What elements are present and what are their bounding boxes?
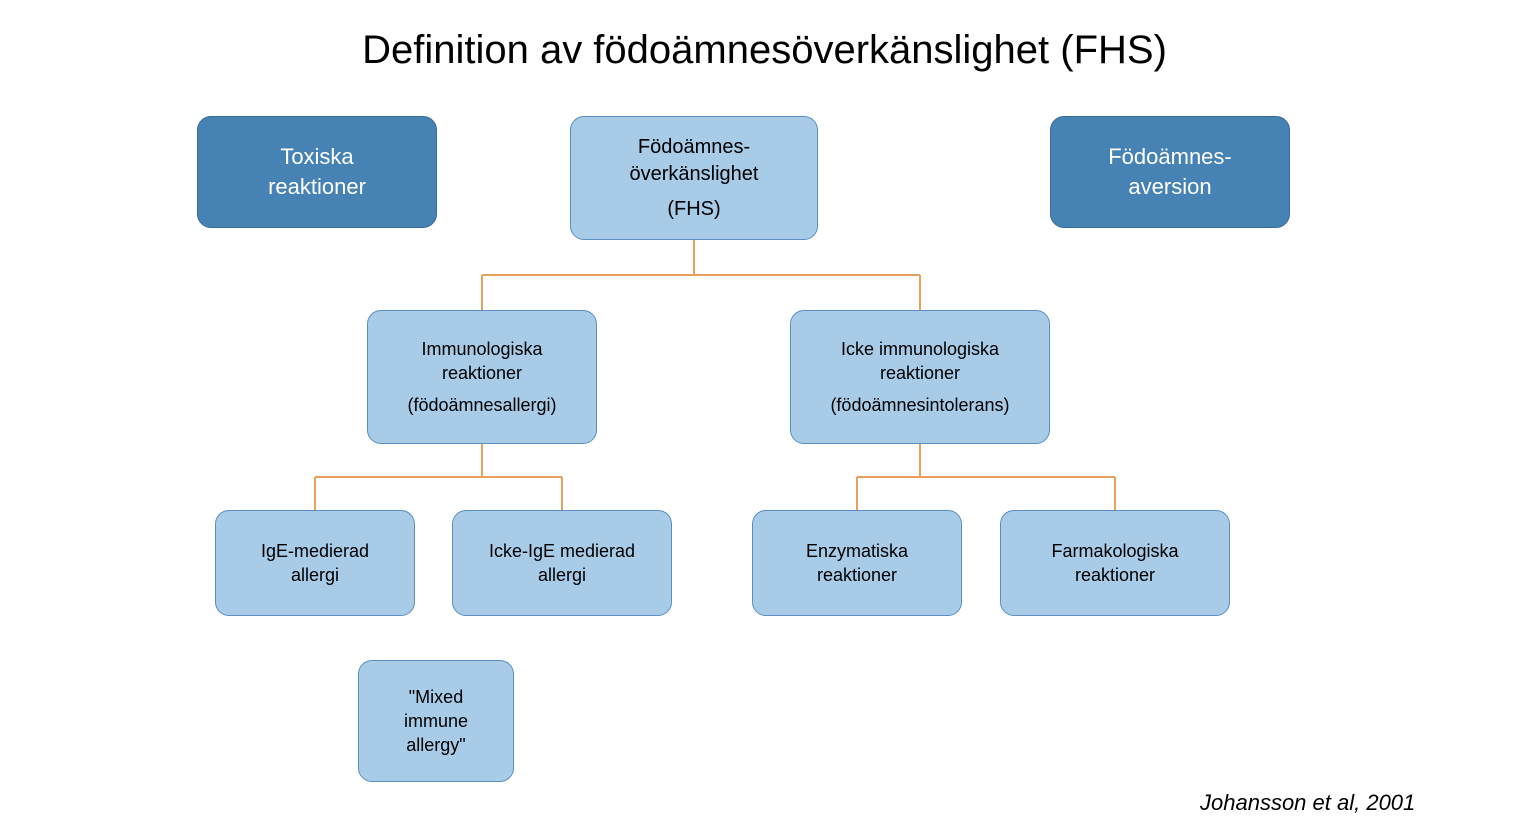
node-nonige: Icke-IgE medieradallergi [452, 510, 672, 616]
node-fhs-line: Födoämnes- [638, 134, 750, 161]
node-nonige-line: allergi [538, 563, 586, 587]
citation-text: Johansson et al, 2001 [1200, 790, 1415, 816]
node-nonige-line: Icke-IgE medierad [489, 539, 635, 563]
node-fhs-line: (FHS) [667, 196, 720, 223]
node-ige-line: allergi [291, 563, 339, 587]
node-pharma: Farmakologiskareaktioner [1000, 510, 1230, 616]
node-toxiska-line: reaktioner [268, 172, 366, 202]
node-enzym-line: Enzymatiska [806, 539, 908, 563]
node-immuno: Immunologiskareaktioner (födoämnesallergi… [367, 310, 597, 444]
node-mixed-line: immune [404, 709, 468, 733]
node-pharma-line: Farmakologiska [1051, 539, 1178, 563]
node-nonimmuno-line: Icke immunologiska [841, 337, 999, 361]
node-toxiska: Toxiskareaktioner [197, 116, 437, 228]
node-fhs-line: överkänslighet [630, 161, 759, 188]
node-aversion-line: aversion [1128, 172, 1211, 202]
node-mixed-line: allergy" [406, 733, 465, 757]
node-nonimmuno: Icke immunologiskareaktioner (födoämnesin… [790, 310, 1050, 444]
node-nonimmuno-line: reaktioner [880, 361, 960, 385]
edge-immuno [315, 444, 562, 510]
node-pharma-line: reaktioner [1075, 563, 1155, 587]
node-immuno-line: Immunologiska [421, 337, 542, 361]
node-immuno-line: reaktioner [442, 361, 522, 385]
node-ige-line: IgE-medierad [261, 539, 369, 563]
edge-fhs [482, 240, 920, 310]
node-mixed: "Mixedimmuneallergy" [358, 660, 514, 782]
node-nonimmuno-line: (födoämnesintolerans) [830, 393, 1009, 417]
node-ige: IgE-medieradallergi [215, 510, 415, 616]
node-aversion-line: Födoämnes- [1108, 142, 1232, 172]
node-mixed-line: "Mixed [409, 685, 463, 709]
page-title: Definition av födoämnesöverkänslighet (F… [0, 28, 1529, 73]
node-enzym: Enzymatiskareaktioner [752, 510, 962, 616]
node-aversion: Födoämnes-aversion [1050, 116, 1290, 228]
edge-nonimmuno [857, 444, 1115, 510]
node-immuno-line: (födoämnesallergi) [407, 393, 556, 417]
node-fhs: Födoämnes-överkänslighet (FHS) [570, 116, 818, 240]
node-enzym-line: reaktioner [817, 563, 897, 587]
node-toxiska-line: Toxiska [280, 142, 353, 172]
